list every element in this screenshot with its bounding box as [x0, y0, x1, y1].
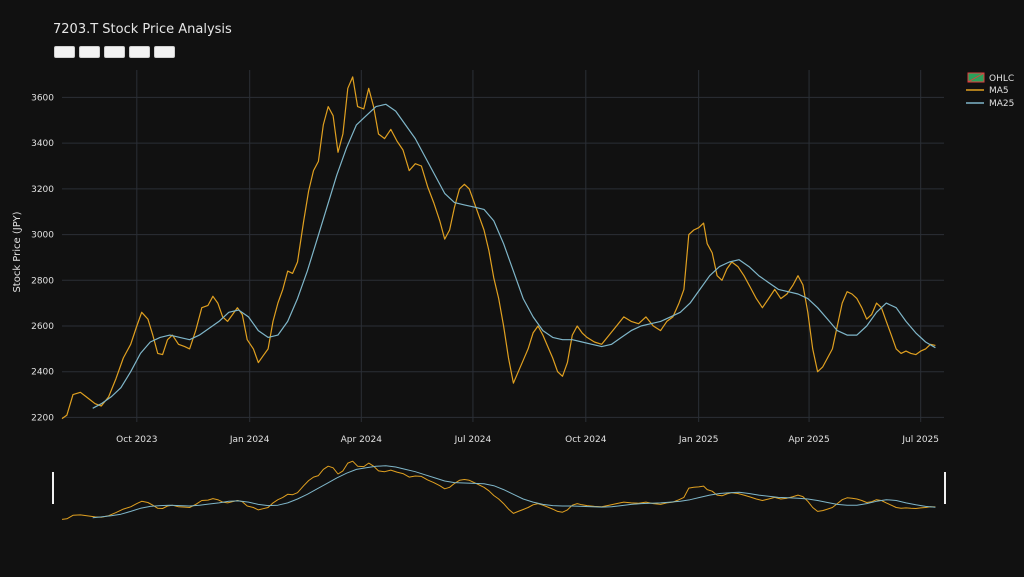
x-tick-label: Jul 2025: [901, 435, 939, 445]
legend-label-ma5: MA5: [989, 86, 1009, 96]
legend-label-ohlc: OHLC: [989, 74, 1014, 84]
rangeslider-right-handle[interactable]: [944, 472, 946, 504]
y-tick-label: 2200: [31, 413, 54, 423]
range-button-3[interactable]: [104, 46, 125, 58]
x-tick-label: Oct 2023: [116, 435, 157, 445]
x-tick-label: Jul 2024: [454, 435, 492, 445]
chart-title: 7203.T Stock Price Analysis: [53, 22, 232, 37]
legend: OHLC MA5 MA25: [966, 72, 1014, 109]
rangeslider-left-handle[interactable]: [52, 472, 54, 504]
range-button-4[interactable]: [129, 46, 150, 58]
y-tick-label: 2600: [31, 322, 54, 332]
y-tick-label: 3000: [31, 231, 54, 241]
y-tick-label: 3200: [31, 185, 54, 195]
range-button-5[interactable]: [154, 46, 175, 58]
range-button-1[interactable]: [54, 46, 75, 58]
legend-label-ma25: MA25: [989, 99, 1014, 109]
ma25-line: [92, 103, 936, 409]
rangeslider-ma5-line: [61, 460, 936, 520]
series-lines: [61, 76, 936, 420]
ohlc-legend-wick: [967, 72, 985, 83]
legend-item-ma5[interactable]: MA5: [966, 86, 1009, 96]
legend-item-ma25[interactable]: MA25: [966, 99, 1014, 109]
x-tick-label: Jan 2025: [678, 435, 719, 445]
grid-lines: [62, 70, 944, 422]
x-axis: Oct 2023 Jan 2024 Apr 2024 Jul 2024 Oct 2024…: [116, 435, 939, 445]
x-tick-label: Jan 2024: [229, 435, 270, 445]
y-axis-label: Stock Price (JPY): [12, 211, 23, 292]
range-selector: [54, 46, 175, 58]
x-tick-label: Apr 2025: [788, 435, 829, 445]
range-slider[interactable]: [52, 460, 946, 520]
y-tick-label: 2400: [31, 368, 54, 378]
rangeslider-ma25-line: [92, 465, 936, 519]
y-tick-label: 3400: [31, 139, 54, 149]
x-tick-label: Oct 2024: [565, 435, 607, 445]
y-tick-label: 2800: [31, 276, 54, 286]
x-tick-label: Apr 2024: [341, 435, 383, 445]
ma5-line: [61, 76, 936, 420]
legend-item-ohlc[interactable]: OHLC: [967, 72, 1014, 84]
range-button-2[interactable]: [79, 46, 100, 58]
y-tick-label: 3600: [31, 93, 54, 103]
y-axis: 2200 2400 2600 2800 3000 3200 3400 3600: [31, 93, 54, 423]
